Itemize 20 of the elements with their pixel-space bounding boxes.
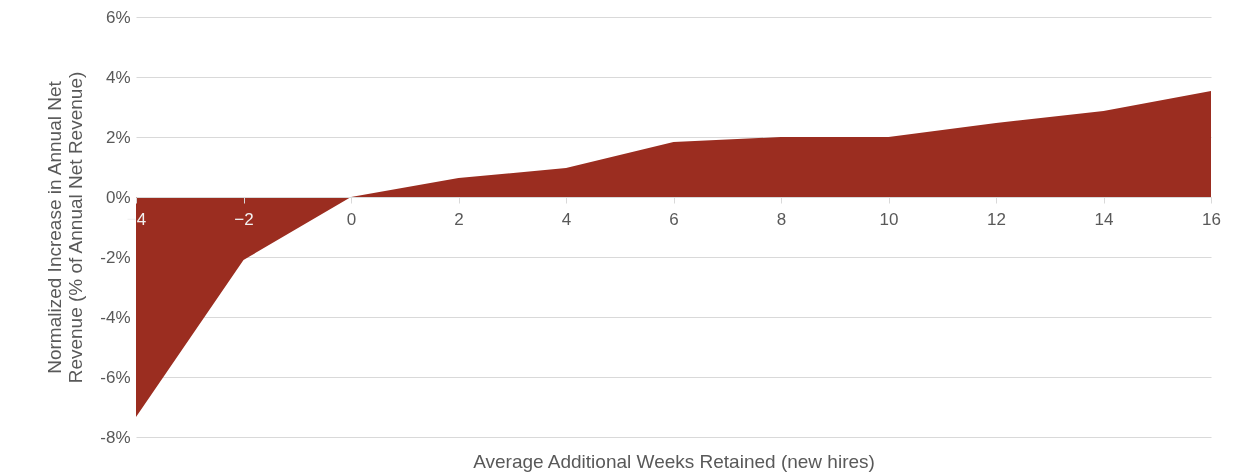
y-tick-label: 6% <box>105 7 131 27</box>
y-tick-label: -4% <box>100 307 131 327</box>
y-axis-title: Normalized Increase in Annual Net Revenue (% of Annual Net Revenue) <box>44 71 87 384</box>
x-tick-label: 6 <box>669 209 679 229</box>
y-tick-label: -6% <box>100 367 131 387</box>
x-tick-label: 4 <box>561 209 572 229</box>
y-tick-label: 4% <box>105 67 131 87</box>
x-tick-label: 10 <box>879 209 899 229</box>
x-tick-label: 14 <box>1094 209 1114 229</box>
y-tick-label: 2% <box>105 127 131 147</box>
x-tick-label: 2 <box>454 209 464 229</box>
x-tick-label: 16 <box>1202 209 1221 229</box>
x-axis-title: Average Additional Weeks Retained (new hires) <box>473 450 875 472</box>
y-tick-label: -2% <box>100 247 131 267</box>
y-tick-label: -8% <box>100 427 131 447</box>
x-tick-label: 8 <box>776 209 787 229</box>
x-tick-label: −2 <box>234 209 254 229</box>
x-tick-label: 12 <box>987 209 1006 229</box>
x-tick-label: 0 <box>346 209 357 229</box>
y-tick-label: 0% <box>105 187 131 207</box>
